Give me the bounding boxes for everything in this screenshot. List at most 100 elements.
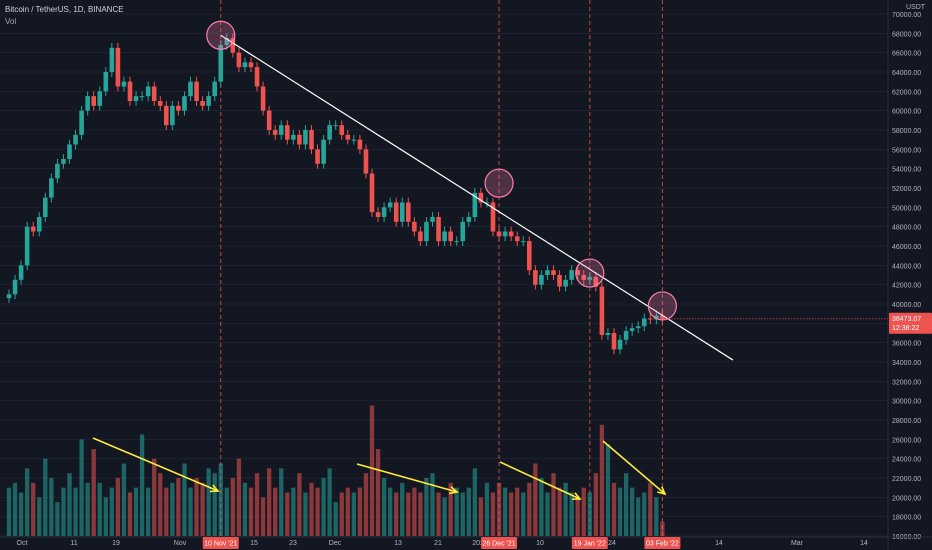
date-marker-label: 10 Nov '21 bbox=[204, 541, 237, 548]
candle-body bbox=[206, 96, 211, 106]
candle-body bbox=[91, 96, 96, 106]
time-tick-label: 15 bbox=[250, 540, 258, 547]
candle-body bbox=[424, 221, 429, 242]
volume-bar bbox=[327, 468, 332, 536]
volume-bar bbox=[37, 497, 42, 536]
candle-body bbox=[248, 62, 254, 68]
volume-bar bbox=[557, 487, 562, 536]
volume-bar bbox=[18, 492, 24, 536]
volume-bar bbox=[563, 482, 568, 536]
price-tick-label: 64000.00 bbox=[892, 70, 921, 77]
candle-body bbox=[648, 318, 653, 320]
volume-bar bbox=[642, 492, 647, 536]
volume-bar bbox=[636, 497, 641, 536]
candle-body bbox=[575, 270, 580, 275]
price-tick-label: 60000.00 bbox=[892, 109, 921, 116]
volume-bar bbox=[442, 497, 447, 536]
price-tick-label: 34000.00 bbox=[892, 360, 921, 367]
candle-body bbox=[127, 81, 133, 101]
candle-body bbox=[194, 81, 199, 101]
candle-body bbox=[527, 241, 532, 271]
candle-body bbox=[641, 318, 647, 327]
volume-bar bbox=[357, 487, 363, 536]
volume-trend-arrow bbox=[602, 440, 666, 495]
volume-bar bbox=[260, 497, 266, 536]
date-marker-badge bbox=[571, 537, 608, 549]
date-marker-label: 03 Feb '22 bbox=[646, 541, 679, 548]
volume-bar bbox=[61, 487, 66, 536]
arrow-head bbox=[571, 492, 582, 500]
candle-body bbox=[545, 270, 550, 275]
candle-body bbox=[278, 125, 284, 135]
candle-body bbox=[67, 144, 72, 159]
candle-body bbox=[484, 202, 490, 204]
volume-bar bbox=[55, 502, 60, 536]
trendline[interactable] bbox=[220, 34, 734, 361]
date-marker-badge bbox=[481, 537, 518, 549]
arrow-head bbox=[448, 486, 459, 495]
candle-body bbox=[24, 226, 30, 266]
candle-body bbox=[593, 276, 599, 287]
date-marker-label: 26 Dec '21 bbox=[482, 541, 515, 548]
currency-label: USDT bbox=[906, 4, 926, 11]
volume-bar bbox=[200, 482, 205, 536]
candle-body bbox=[472, 192, 478, 217]
volume-bar bbox=[291, 487, 296, 536]
volume-bar bbox=[176, 478, 181, 536]
candle-body bbox=[242, 62, 248, 68]
time-tick-label: Nov bbox=[174, 540, 187, 547]
price-tick-label: 24000.00 bbox=[892, 457, 921, 464]
volume-bar bbox=[345, 487, 350, 536]
candle-body bbox=[285, 125, 290, 140]
volume-bar bbox=[6, 487, 12, 536]
candle-body bbox=[406, 202, 411, 222]
candle-body bbox=[109, 47, 115, 72]
price-tick-label: 30000.00 bbox=[892, 399, 921, 406]
price-tick-label: 46000.00 bbox=[892, 244, 921, 251]
volume-bar bbox=[515, 487, 520, 536]
price-tick-label: 26000.00 bbox=[892, 437, 921, 444]
price-tick-label: 18000.00 bbox=[892, 515, 921, 522]
volume-bar bbox=[97, 482, 102, 536]
volume-bar bbox=[418, 492, 423, 536]
volume-bar bbox=[79, 439, 84, 536]
candle-body bbox=[478, 192, 484, 203]
candle-body bbox=[236, 52, 242, 68]
candle-body bbox=[145, 86, 151, 97]
volume-bar bbox=[575, 497, 580, 536]
volume-bar bbox=[49, 478, 54, 536]
candle-body bbox=[436, 217, 441, 242]
price-tick-label: 36000.00 bbox=[892, 341, 921, 348]
volume-bar bbox=[333, 502, 338, 536]
candle-body bbox=[230, 38, 236, 53]
candle-body bbox=[660, 315, 665, 319]
candle-body bbox=[18, 265, 24, 280]
volume-bar bbox=[309, 482, 314, 536]
volume-bar bbox=[279, 468, 284, 536]
volume-bar bbox=[533, 463, 538, 536]
volume-bar bbox=[436, 492, 441, 536]
touch-circle bbox=[575, 258, 605, 288]
price-tick-label: 32000.00 bbox=[892, 379, 921, 386]
candle-body bbox=[635, 326, 641, 329]
candle-body bbox=[412, 221, 417, 232]
touch-circle bbox=[647, 291, 678, 321]
candle-body bbox=[430, 217, 435, 222]
candle-body bbox=[569, 270, 574, 280]
candle-body bbox=[599, 286, 605, 335]
price-tick-label: 58000.00 bbox=[892, 128, 921, 135]
candle-body bbox=[315, 149, 320, 164]
volume-bar bbox=[242, 482, 248, 536]
price-tick-label: 70000.00 bbox=[892, 12, 921, 19]
volume-bar bbox=[146, 487, 151, 536]
last-price-badge bbox=[889, 312, 932, 334]
date-marker-badge bbox=[644, 537, 681, 549]
volume-bar bbox=[460, 492, 465, 536]
volume-bar bbox=[599, 424, 605, 536]
volume-bar bbox=[587, 492, 592, 536]
candle-body bbox=[369, 173, 375, 213]
time-tick-label: Oct bbox=[17, 540, 28, 547]
time-tick-label: 21 bbox=[434, 540, 442, 547]
volume-bar bbox=[91, 449, 96, 536]
